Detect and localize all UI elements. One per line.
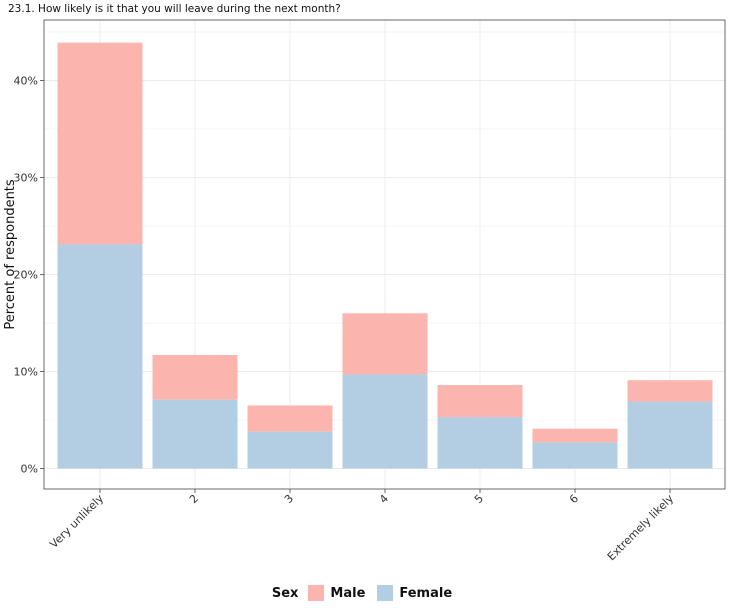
legend-item-male: Male <box>308 585 365 601</box>
chart-title: 23.1. How likely is it that you will lea… <box>8 3 341 15</box>
bar-male-5 <box>437 385 523 418</box>
bar-male-7 <box>627 380 713 402</box>
y-axis-label: Percent of respondents <box>3 179 18 330</box>
legend-label-female: Female <box>399 585 453 601</box>
x-tick-label: 4 <box>377 492 391 506</box>
legend-label-male: Male <box>330 585 366 601</box>
y-tick-label: 0% <box>21 463 38 476</box>
bar-female-1 <box>57 244 143 469</box>
bar-female-6 <box>532 442 618 469</box>
legend: Sex Male Female <box>0 582 730 604</box>
bar-female-5 <box>437 417 523 469</box>
x-tick-label: 2 <box>187 492 201 506</box>
bar-female-4 <box>342 374 428 469</box>
bar-male-2 <box>152 355 238 400</box>
plot-panel-border <box>43 19 726 490</box>
bar-female-2 <box>152 399 238 469</box>
legend-item-female: Female <box>377 585 452 601</box>
bar-male-6 <box>532 428 618 443</box>
legend-title: Sex <box>271 585 299 601</box>
bar-male-1 <box>57 42 143 245</box>
bar-female-7 <box>627 401 713 469</box>
bar-male-3 <box>247 405 333 432</box>
y-axis: 0% 10% 20% 30% 40% <box>14 75 44 476</box>
bar-chart: 0% 10% 20% 30% 40% Very unlikely 2 3 4 5 6 Extreme… <box>3 19 726 563</box>
x-axis: Very unlikely 2 3 4 5 6 Extremely likely <box>47 489 676 563</box>
bars <box>57 42 713 469</box>
x-tick-label: 3 <box>282 492 296 506</box>
x-tick-label: 5 <box>472 492 486 506</box>
bar-male-4 <box>342 313 428 375</box>
legend-swatch-male <box>308 585 325 601</box>
y-tick-label: 10% <box>14 366 38 379</box>
x-tick-label: Very unlikely <box>47 492 106 551</box>
legend-swatch-female <box>377 585 394 601</box>
x-tick-label: Extremely likely <box>605 492 677 564</box>
bar-female-3 <box>247 431 333 469</box>
y-tick-label: 40% <box>14 75 38 88</box>
y-tick-label: 20% <box>14 269 38 282</box>
x-tick-label: 6 <box>567 492 581 506</box>
y-tick-label: 30% <box>14 172 38 185</box>
